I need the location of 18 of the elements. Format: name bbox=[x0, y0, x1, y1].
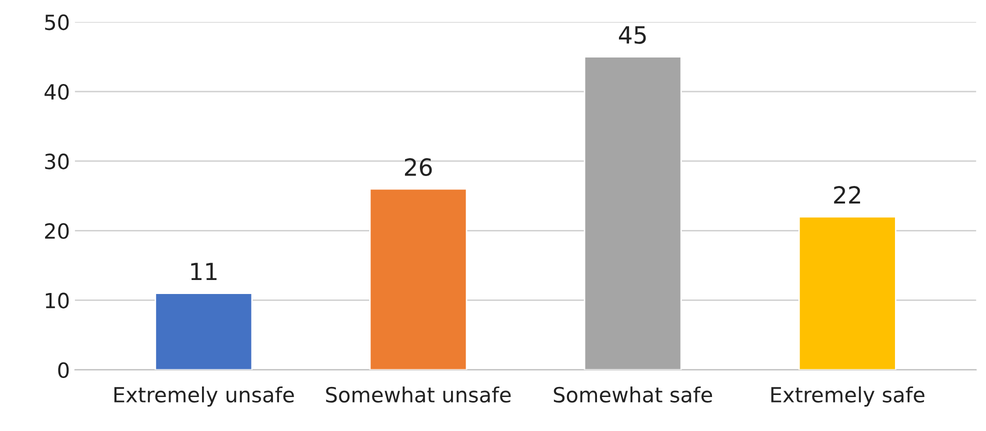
x-tick-label: Extremely safe bbox=[771, 386, 924, 407]
data-label: 26 bbox=[404, 158, 432, 176]
y-tick-label: 40 bbox=[44, 84, 69, 100]
x-tick-label: Extremely unsafe bbox=[114, 386, 294, 407]
data-label: 22 bbox=[834, 186, 860, 204]
y-tick-label: 10 bbox=[46, 292, 69, 308]
data-label: 11 bbox=[191, 262, 217, 280]
x-tick-label: Somewhat safe bbox=[554, 386, 712, 403]
y-tick-label: 20 bbox=[45, 223, 69, 239]
data-label: 45 bbox=[618, 26, 646, 44]
bar bbox=[369, 188, 468, 370]
x-tick-label: Somewhat unsafe bbox=[326, 386, 511, 403]
y-tick-label: 30 bbox=[45, 154, 69, 170]
y-tick-label: 0 bbox=[58, 362, 69, 378]
bar bbox=[154, 292, 253, 370]
bar bbox=[798, 216, 896, 370]
bar bbox=[584, 56, 682, 370]
y-tick-label: 50 bbox=[45, 14, 69, 30]
